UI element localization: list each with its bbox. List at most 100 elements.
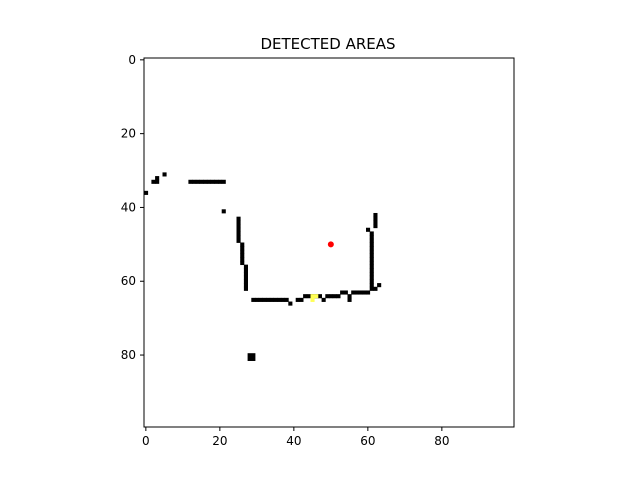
occupied-cell: [251, 297, 256, 302]
occupied-cell: [199, 179, 204, 184]
chart-title: DETECTED AREAS: [260, 35, 395, 53]
y-tick-label: 20: [121, 127, 136, 141]
occupied-cell: [369, 249, 374, 254]
occupied-cell: [321, 297, 326, 302]
occupied-cell: [269, 297, 274, 302]
occupied-cell: [236, 216, 241, 221]
occupied-cell: [369, 275, 374, 280]
occupied-cell: [247, 353, 256, 361]
occupied-cell: [221, 209, 226, 214]
occupied-cell: [373, 224, 378, 229]
plot-area: 0 20 40 60 80 0 20 40 60 80: [121, 53, 515, 448]
occupied-cell: [347, 294, 352, 299]
occupied-cell: [236, 238, 241, 243]
highlight-cell: [310, 297, 315, 302]
occupied-cell: [243, 286, 248, 291]
occupied-cell: [373, 216, 378, 221]
highlight-cell: [314, 294, 319, 299]
occupied-cell: [240, 246, 245, 251]
occupied-cell: [369, 264, 374, 269]
occupied-cell: [203, 179, 208, 184]
occupied-cell: [303, 294, 308, 299]
occupied-cell: [243, 272, 248, 277]
y-tick-label: 40: [121, 200, 136, 214]
occupied-cell: [236, 220, 241, 225]
occupied-cell: [151, 179, 156, 184]
occupied-cell: [192, 179, 197, 184]
occupied-cell: [369, 272, 374, 277]
occupied-cell: [325, 294, 330, 299]
occupied-cell: [358, 290, 363, 295]
occupied-cell: [236, 224, 241, 229]
occupied-cell: [369, 235, 374, 240]
occupied-cell: [377, 283, 382, 288]
occupied-cell: [340, 290, 345, 295]
occupied-cell: [266, 297, 271, 302]
occupied-cell: [214, 179, 219, 184]
occupied-cell: [236, 231, 241, 236]
occupied-cell: [369, 286, 374, 291]
y-tick-label: 80: [121, 348, 136, 362]
occupied-cell: [369, 268, 374, 273]
occupied-cell: [273, 297, 278, 302]
occupied-cell: [299, 297, 304, 302]
occupied-cell: [373, 286, 378, 291]
occupied-cell: [369, 238, 374, 243]
occupied-cell: [188, 179, 193, 184]
occupied-cell: [144, 190, 149, 195]
occupied-cell: [236, 235, 241, 240]
highlight-cell: [310, 294, 315, 299]
occupied-cell: [243, 283, 248, 288]
occupied-cell: [347, 297, 352, 302]
y-tick-label: 0: [128, 53, 136, 67]
occupied-cell: [369, 246, 374, 251]
occupied-cell: [351, 290, 356, 295]
occupied-cell: [210, 179, 215, 184]
occupied-cell: [240, 249, 245, 254]
x-tick-label: 20: [212, 434, 227, 448]
occupied-cell: [206, 179, 211, 184]
occupied-cell: [240, 253, 245, 258]
occupied-cell: [280, 297, 285, 302]
occupied-cell: [258, 297, 263, 302]
occupied-cell: [329, 294, 334, 299]
occupied-cell: [155, 176, 160, 181]
occupied-cell: [373, 220, 378, 225]
occupied-cell: [369, 242, 374, 247]
occupied-cell: [354, 290, 359, 295]
occupied-cell: [243, 279, 248, 284]
occupied-cell: [295, 297, 300, 302]
y-tick-label: 60: [121, 274, 136, 288]
occupied-cell: [243, 275, 248, 280]
occupied-cell: [317, 294, 322, 299]
occupied-cell: [262, 297, 267, 302]
occupied-cell: [243, 264, 248, 269]
point-marker: [327, 241, 334, 248]
occupied-cell: [240, 242, 245, 247]
occupied-cell: [369, 253, 374, 258]
occupied-cell: [221, 179, 226, 184]
occupied-cell: [218, 179, 223, 184]
occupied-cell: [362, 290, 367, 295]
occupied-cell: [240, 260, 245, 266]
occupied-cell: [332, 294, 337, 299]
occupied-cell: [373, 212, 378, 218]
x-tick-label: 80: [434, 434, 449, 448]
occupied-cell: [243, 268, 248, 273]
x-tick-label: 0: [142, 434, 150, 448]
occupied-cell: [369, 260, 374, 266]
occupied-cell: [366, 290, 371, 295]
occupied-cell: [369, 231, 374, 236]
x-tick-label: 40: [286, 434, 301, 448]
occupied-cell: [336, 294, 341, 299]
occupied-cell: [369, 279, 374, 284]
occupied-cell: [277, 297, 282, 302]
x-tick-label: 60: [360, 434, 375, 448]
occupied-cell: [195, 179, 200, 184]
occupied-cell: [240, 257, 245, 262]
occupied-cell: [343, 290, 348, 295]
occupied-cell: [284, 297, 289, 302]
occupied-cell: [255, 297, 260, 302]
occupied-cell: [366, 227, 371, 232]
